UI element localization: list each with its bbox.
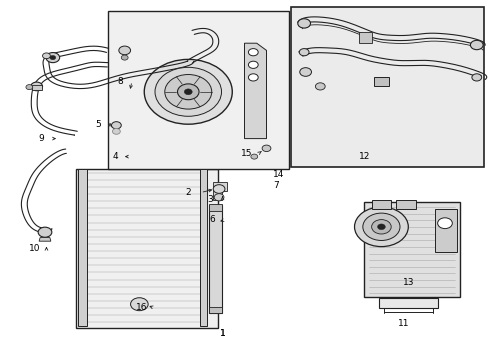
Bar bbox=[359, 32, 371, 43]
Bar bbox=[208, 204, 222, 211]
Polygon shape bbox=[244, 43, 266, 139]
Text: 4: 4 bbox=[112, 152, 118, 161]
Bar bbox=[373, 77, 388, 86]
Text: 3: 3 bbox=[207, 195, 213, 204]
Circle shape bbox=[111, 122, 121, 129]
Circle shape bbox=[248, 74, 258, 81]
Circle shape bbox=[315, 83, 325, 90]
Bar bbox=[209, 205, 222, 313]
Circle shape bbox=[121, 55, 128, 60]
Circle shape bbox=[213, 185, 224, 193]
Circle shape bbox=[471, 74, 481, 81]
Text: 9: 9 bbox=[39, 134, 44, 143]
Circle shape bbox=[262, 145, 270, 152]
Polygon shape bbox=[212, 182, 227, 200]
Circle shape bbox=[437, 218, 451, 229]
Text: 1: 1 bbox=[219, 328, 225, 338]
Bar bbox=[371, 200, 390, 209]
Circle shape bbox=[299, 49, 308, 56]
Circle shape bbox=[130, 298, 148, 311]
Text: 14: 14 bbox=[272, 170, 284, 179]
Bar bbox=[395, 200, 415, 209]
Polygon shape bbox=[107, 11, 288, 169]
Circle shape bbox=[250, 154, 257, 159]
Bar bbox=[208, 307, 222, 313]
Bar bbox=[364, 202, 459, 297]
Circle shape bbox=[112, 129, 120, 134]
Text: 13: 13 bbox=[402, 278, 413, 287]
Bar bbox=[76, 169, 217, 328]
Circle shape bbox=[155, 67, 221, 116]
Circle shape bbox=[46, 53, 60, 63]
Text: 6: 6 bbox=[209, 215, 215, 224]
Circle shape bbox=[31, 82, 42, 91]
Bar bbox=[32, 85, 41, 90]
Circle shape bbox=[50, 55, 56, 60]
Circle shape bbox=[184, 89, 192, 95]
Polygon shape bbox=[39, 238, 51, 241]
Circle shape bbox=[42, 53, 50, 59]
Circle shape bbox=[214, 194, 224, 201]
Circle shape bbox=[248, 61, 258, 68]
Circle shape bbox=[248, 49, 258, 56]
Bar bbox=[434, 209, 456, 252]
Circle shape bbox=[26, 85, 33, 90]
Bar bbox=[290, 7, 483, 167]
Text: 8: 8 bbox=[117, 77, 122, 86]
Text: 15: 15 bbox=[241, 149, 252, 158]
Circle shape bbox=[297, 19, 310, 28]
Circle shape bbox=[377, 224, 385, 230]
Circle shape bbox=[177, 84, 199, 100]
Text: 11: 11 bbox=[397, 320, 408, 328]
Circle shape bbox=[354, 207, 407, 247]
Text: 7: 7 bbox=[273, 181, 279, 190]
Circle shape bbox=[299, 68, 311, 76]
Circle shape bbox=[371, 220, 390, 234]
Circle shape bbox=[144, 59, 232, 124]
Text: 1: 1 bbox=[219, 328, 225, 338]
Bar bbox=[378, 298, 437, 308]
Circle shape bbox=[119, 46, 130, 55]
Text: 10: 10 bbox=[28, 244, 40, 253]
Circle shape bbox=[164, 75, 211, 109]
Bar bbox=[78, 169, 87, 326]
Circle shape bbox=[38, 227, 52, 237]
Circle shape bbox=[362, 213, 399, 240]
Circle shape bbox=[469, 40, 482, 50]
Bar bbox=[199, 169, 207, 326]
Text: 16: 16 bbox=[136, 303, 147, 312]
Text: 12: 12 bbox=[358, 152, 369, 161]
Text: 2: 2 bbox=[185, 188, 191, 197]
Text: 5: 5 bbox=[95, 120, 101, 129]
